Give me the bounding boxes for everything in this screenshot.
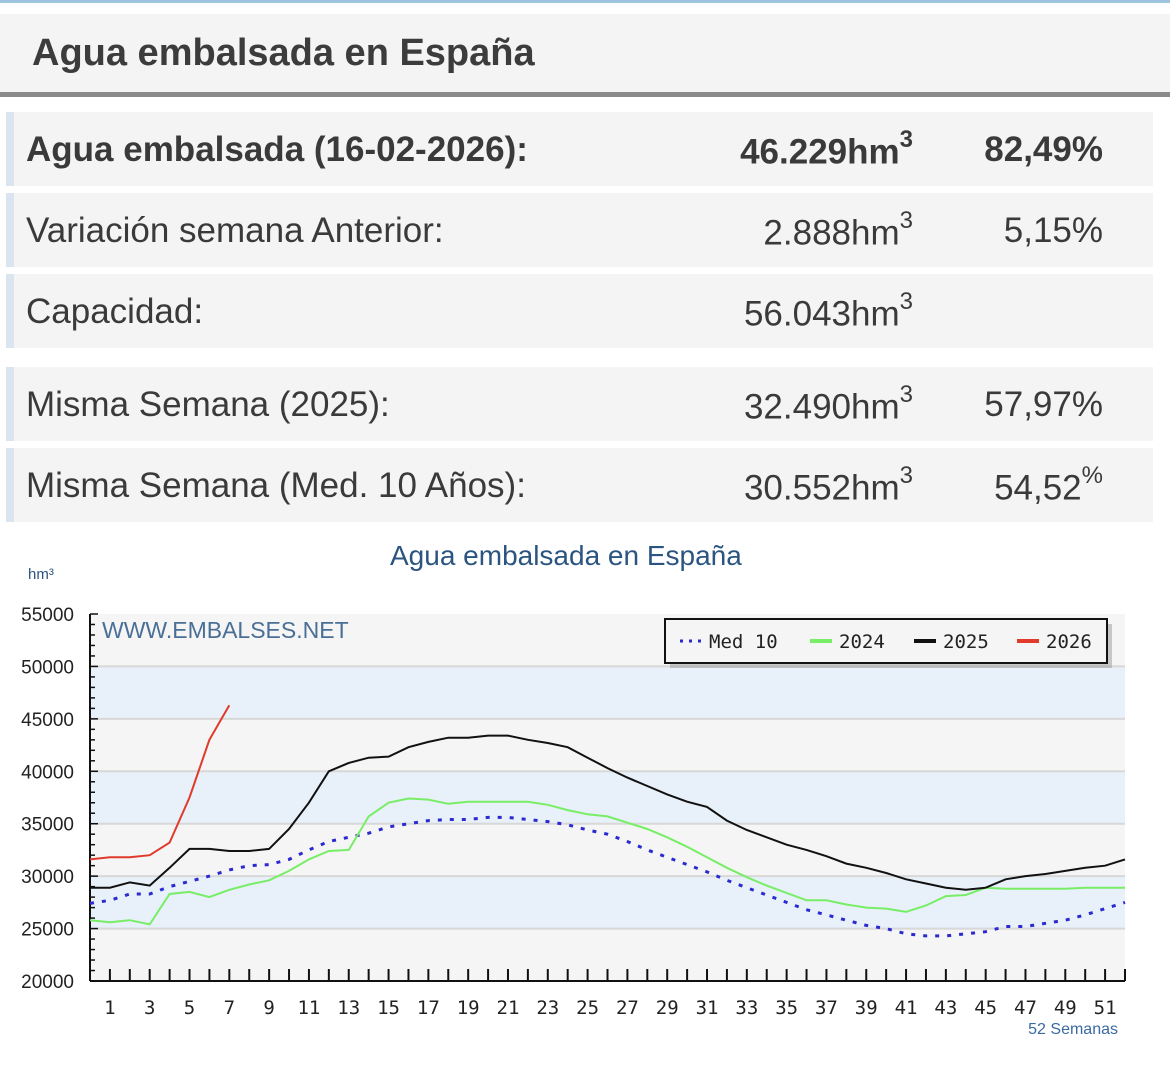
y-tick-label: 45000 [21, 710, 74, 731]
stat-value: 30.552hm3 [743, 462, 913, 508]
stat-percent: 54,52% [994, 462, 1103, 508]
stat-percent: 82,49% [984, 130, 1103, 169]
legend-label: 2025 [943, 631, 989, 653]
stat-row: Misma Semana (Med. 10 Años): 30.552hm3 5… [6, 448, 1153, 522]
stat-value: 46.229hm3 [740, 126, 913, 172]
stat-label: Capacidad: [26, 292, 204, 331]
page-header: Agua embalsada en España [0, 14, 1170, 97]
x-tick-label: 49 [1054, 997, 1077, 1019]
x-tick-label: 9 [263, 997, 274, 1019]
stat-label: Agua embalsada (16-02-2026): [26, 130, 528, 169]
y-tick-label: 25000 [21, 920, 74, 941]
x-tick-label: 11 [297, 997, 320, 1019]
series-line-2026 [89, 704, 231, 861]
plot-band [90, 718, 1125, 772]
y-tick-label: 40000 [21, 762, 74, 783]
stat-label: Variación semana Anterior: [26, 211, 444, 250]
x-tick-label: 1 [104, 997, 115, 1019]
stat-row: Variación semana Anterior: 2.888hm3 5,15… [6, 193, 1153, 267]
series-line-med-10 [89, 815, 1126, 938]
chart-title: Agua embalsada en España [390, 540, 742, 571]
x-tick-label: 25 [576, 997, 599, 1019]
plot-band [90, 771, 1125, 824]
x-tick-label: 37 [815, 997, 838, 1019]
legend-label: Med 10 [709, 631, 778, 653]
legend-label: 2026 [1046, 631, 1092, 653]
x-tick-label: 5 [184, 997, 195, 1019]
x-tick-label: 21 [497, 997, 520, 1019]
x-tick-label: 23 [536, 997, 559, 1019]
y-axis-unit: hm³ [28, 566, 54, 583]
x-tick-label: 31 [696, 997, 719, 1019]
y-tick-label: 50000 [21, 657, 74, 678]
stat-percent: 5,15% [1003, 211, 1103, 250]
x-tick-label: 47 [1014, 997, 1037, 1019]
plot-band [90, 876, 1125, 929]
stat-percent: 57,97% [984, 385, 1103, 424]
x-tick-label: 19 [457, 997, 480, 1019]
stat-label: Misma Semana (Med. 10 Años): [26, 466, 526, 505]
x-tick-label: 45 [974, 997, 997, 1019]
series-line-2025 [90, 734, 1126, 891]
y-tick-label: 35000 [21, 815, 74, 836]
reservoir-chart: 55000 50000 45000 40000 35000 30000 25000 20000… [21, 605, 1126, 1038]
y-tick-label: 55000 [21, 605, 74, 626]
stat-row: Misma Semana (2025): 32.490hm3 57,97% [6, 367, 1153, 441]
stat-value: 56.043hm3 [743, 288, 913, 334]
stat-value: 32.490hm3 [743, 381, 913, 427]
x-tick-label: 33 [735, 997, 758, 1019]
x-tick-label: 7 [224, 997, 235, 1019]
x-tick-label: 39 [855, 997, 878, 1019]
x-tick-label: 41 [895, 997, 918, 1019]
x-tick-label: 27 [616, 997, 639, 1019]
x-tick-label: 51 [1094, 997, 1117, 1019]
plot-band [90, 823, 1125, 877]
y-tick-label: 20000 [21, 972, 74, 993]
legend-label: 2024 [839, 631, 885, 653]
stat-value: 2.888hm3 [763, 207, 913, 253]
watermark: WWW.EMBALSES.NET [102, 617, 349, 643]
stat-row: Agua embalsada (16-02-2026): 46.229hm3 8… [6, 112, 1153, 186]
x-tick-label: 3 [144, 997, 155, 1019]
x-tick-label: 43 [934, 997, 957, 1019]
top-accent-line [0, 0, 1170, 3]
series-line-2024 [89, 797, 1125, 926]
x-tick-label: 15 [377, 997, 400, 1019]
x-tick-label: 13 [337, 997, 360, 1019]
x-tick-label: 29 [656, 997, 679, 1019]
y-tick-label: 30000 [21, 867, 74, 888]
plot-band [90, 666, 1125, 719]
page-title: Agua embalsada en España [32, 32, 535, 74]
stat-label: Misma Semana (2025): [26, 385, 390, 424]
x-tick-label: 17 [417, 997, 440, 1019]
x-axis-label: 52 Semanas [1028, 1021, 1118, 1038]
x-tick-label: 35 [775, 997, 798, 1019]
stat-row: Capacidad: 56.043hm3 [6, 274, 1153, 348]
